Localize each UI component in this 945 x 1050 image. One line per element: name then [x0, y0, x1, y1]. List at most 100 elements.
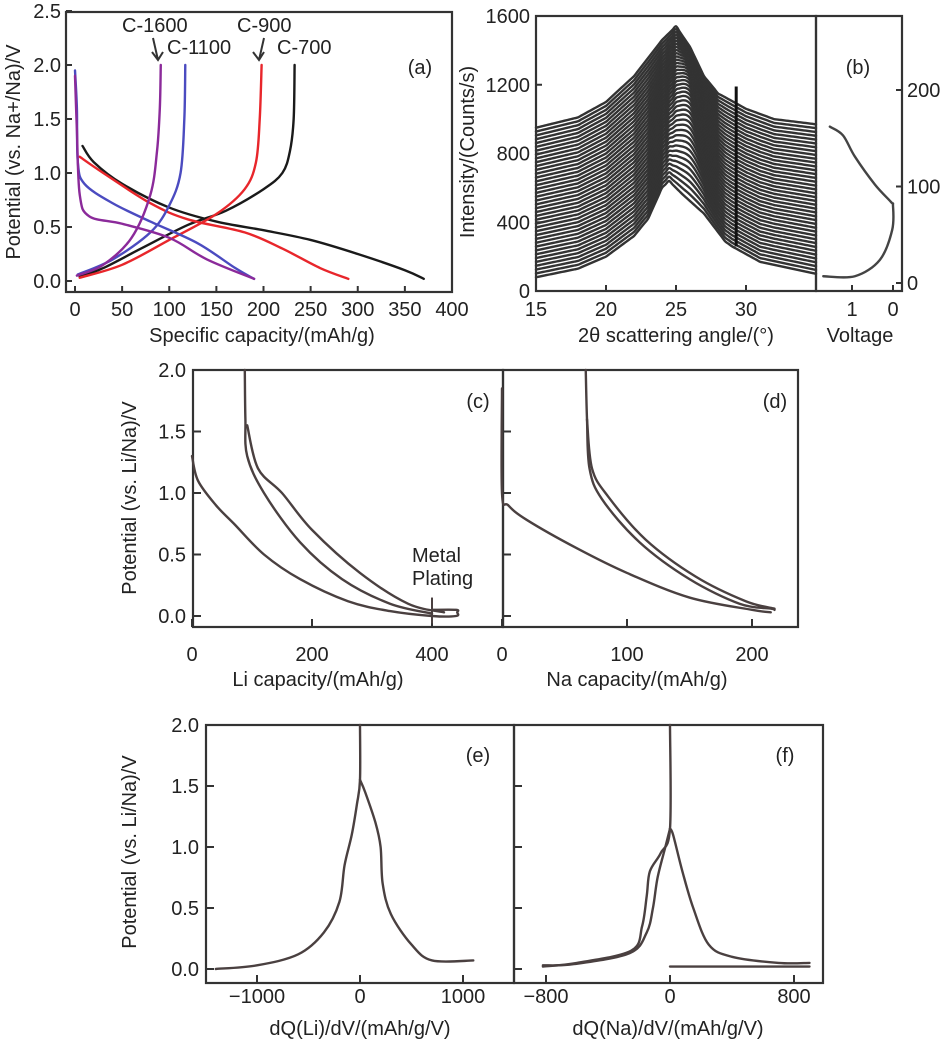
- xrd-scan-line: [534, 42, 818, 152]
- capacity-curve: [585, 418, 776, 610]
- y-tick-label: 0.0: [171, 959, 199, 981]
- series-label: C-1600: [122, 15, 188, 37]
- xrd-scan-line: [534, 51, 818, 164]
- y-tick-label: 1.0: [158, 483, 186, 505]
- xrd-scan-line: [534, 28, 818, 133]
- voltage-curve: [822, 125, 895, 279]
- x-tick-label: 150: [200, 299, 233, 321]
- y-tick-label: 0.0: [158, 606, 186, 628]
- y-tick-label: 0.5: [33, 217, 61, 239]
- series-C-1100-discharge: [73, 69, 256, 281]
- series-C-700-discharge: [81, 144, 425, 281]
- y-tick-label: 0: [907, 273, 918, 295]
- series-label: C-900: [237, 15, 291, 37]
- xrd-scan-line: [534, 128, 818, 237]
- y-tick-label: 0: [519, 281, 530, 303]
- y-tick-label: 800: [497, 144, 530, 166]
- xrd-scan-line: [534, 94, 818, 210]
- capacity-curve: [584, 368, 776, 612]
- panel-label: (c): [466, 391, 489, 413]
- y-tick-label: 0.0: [33, 271, 61, 293]
- xrd-scan-line: [534, 158, 818, 260]
- x-tick-label: 30: [735, 299, 757, 321]
- y-tick-label: 0.5: [171, 898, 199, 920]
- xrd-scan-line: [534, 123, 818, 233]
- capacity-curve: [668, 827, 811, 965]
- xrd-scan-line: [534, 149, 818, 252]
- series-C-900-discharge: [78, 155, 350, 281]
- xrd-scan-line: [534, 118, 818, 229]
- xrd-scan-line: [534, 133, 818, 241]
- y-axis-label: Potential (vs. Li/Na)/V: [119, 401, 141, 595]
- arrow-icon: [252, 37, 265, 62]
- annotation-label: Plating: [412, 568, 473, 590]
- x-tick-label: 0: [664, 986, 675, 1008]
- xrd-scan-line: [534, 68, 818, 183]
- xrd-scan-line: [534, 139, 818, 244]
- x-axis-label: Specific capacity/(mAh/g): [149, 325, 375, 347]
- xrd-scan-line: [534, 58, 818, 172]
- y-tick-label: 1.5: [158, 422, 186, 444]
- arrow-icon: [151, 37, 164, 62]
- x-tick-label: 100: [153, 299, 186, 321]
- xrd-scan-line: [534, 33, 818, 141]
- xrd-scan-line: [534, 144, 818, 248]
- xrd-scan-line: [534, 61, 818, 175]
- xrd-scan-line: [534, 108, 818, 221]
- xrd-scan-line: [534, 30, 818, 137]
- y-tick-label: 400: [497, 212, 530, 234]
- x-axis-label: Li capacity/(mAh/g): [232, 669, 403, 691]
- x-tick-label: 400: [435, 299, 468, 321]
- capacity-curve: [243, 368, 434, 615]
- xrd-scan-line: [534, 171, 818, 271]
- x-axis-label: dQ(Na)/dV/(mAh/g/V): [572, 1018, 763, 1040]
- panel-label: (e): [466, 745, 490, 767]
- x-tick-label: 20: [595, 299, 617, 321]
- xrd-scan-line: [534, 25, 818, 129]
- series-C-1600-charge: [75, 63, 162, 277]
- panel-label: (b): [846, 57, 870, 79]
- x-tick-label: 800: [777, 986, 810, 1008]
- y-tick-label: 2.0: [158, 360, 186, 382]
- y-tick-label: 1.0: [33, 163, 61, 185]
- y-tick-label: 2.0: [171, 715, 199, 737]
- xrd-scan-line: [534, 45, 818, 156]
- y-axis-label: Intensity/(Counts/s): [457, 66, 479, 238]
- y-tick-label: 1200: [486, 75, 531, 97]
- y-axis-label: Potential (vs. Na+/Na)/V: [3, 44, 25, 260]
- x-tick-label: 400: [415, 644, 448, 666]
- series-label: C-700: [277, 37, 331, 59]
- y-tick-label: 2.5: [33, 1, 61, 23]
- xrd-scan-line: [534, 175, 818, 275]
- capacity-curve: [541, 723, 672, 968]
- capacity-curve: [190, 454, 460, 618]
- xrd-scan-line: [534, 78, 818, 195]
- x-tick-label: 1: [846, 299, 857, 321]
- capacity-curve: [358, 778, 475, 963]
- series-C-700-charge: [78, 63, 296, 278]
- x-axis-label: 2θ scattering angle/(°): [578, 325, 774, 347]
- x-tick-label: 25: [665, 299, 687, 321]
- annotation-label: Metal: [412, 545, 461, 567]
- xrd-scan-line: [534, 179, 818, 279]
- capacity-curve: [246, 424, 446, 614]
- x-tick-label: 100: [610, 644, 643, 666]
- panel-label: (d): [763, 391, 787, 413]
- xrd-scan-line: [534, 75, 818, 191]
- xrd-scan-line: [534, 36, 818, 145]
- x-tick-label: 0: [887, 299, 898, 321]
- y-tick-label: 0.5: [158, 545, 186, 567]
- xrd-scan-line: [534, 55, 818, 168]
- x-tick-label: 50: [111, 299, 133, 321]
- x-tick-label: 350: [388, 299, 421, 321]
- y-axis-label: Potential (vs. Li/Na)/V: [119, 755, 141, 949]
- series-C-900-charge: [78, 63, 263, 279]
- xrd-scan-line: [534, 65, 818, 179]
- x-tick-label: 15: [525, 299, 547, 321]
- xrd-scan-line: [534, 153, 818, 256]
- xrd-scan-line: [534, 39, 818, 149]
- x-tick-label: 0: [496, 644, 507, 666]
- x-tick-label: 0: [354, 986, 365, 1008]
- series-C-1600-discharge: [73, 74, 256, 281]
